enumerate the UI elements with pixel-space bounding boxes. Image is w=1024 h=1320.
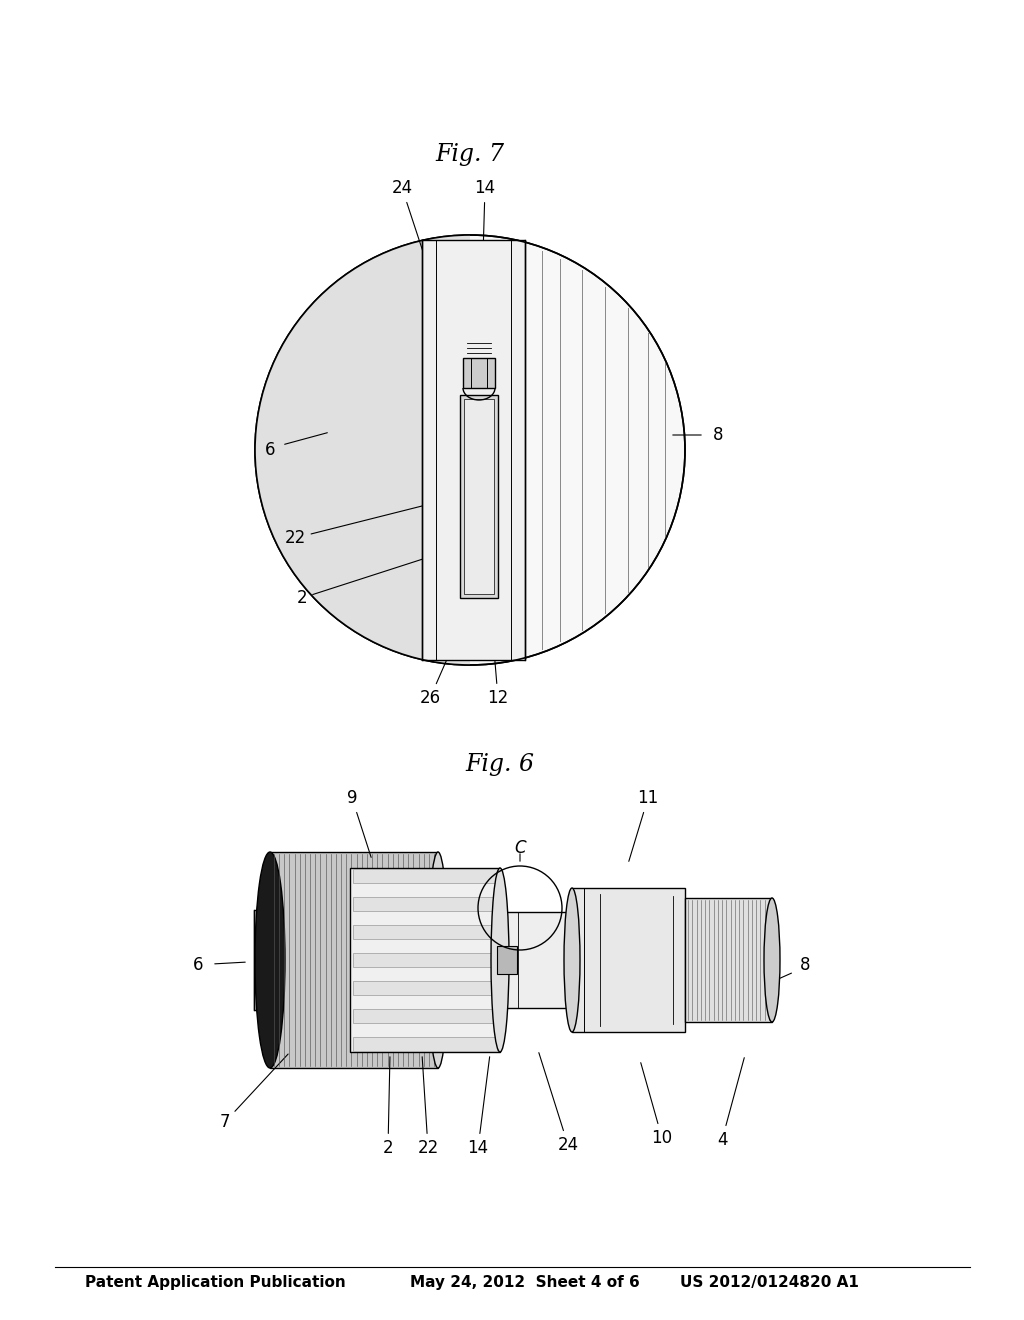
Text: 14: 14 — [467, 1057, 489, 1158]
Text: 2: 2 — [297, 558, 423, 607]
Text: 12: 12 — [487, 605, 509, 708]
Text: 24: 24 — [539, 1052, 579, 1154]
Bar — [353, 925, 497, 939]
Bar — [350, 869, 500, 1052]
Bar — [353, 898, 497, 911]
Bar — [572, 888, 685, 1032]
Text: 11: 11 — [629, 789, 658, 862]
Text: 9: 9 — [347, 789, 371, 858]
Text: 14: 14 — [474, 180, 496, 355]
Text: 8: 8 — [713, 426, 723, 444]
Bar — [463, 358, 495, 388]
Ellipse shape — [764, 898, 780, 1022]
Text: 26: 26 — [420, 605, 471, 708]
Text: Patent Application Publication: Patent Application Publication — [85, 1275, 346, 1291]
Text: C: C — [514, 840, 525, 857]
Text: 24: 24 — [391, 180, 457, 355]
Bar — [353, 981, 497, 995]
Bar — [270, 851, 438, 1068]
Bar — [254, 909, 270, 1010]
Text: May 24, 2012  Sheet 4 of 6: May 24, 2012 Sheet 4 of 6 — [410, 1275, 640, 1291]
Bar — [460, 395, 498, 598]
Wedge shape — [255, 235, 470, 665]
Bar — [464, 399, 494, 594]
Text: 22: 22 — [418, 1057, 438, 1158]
Text: 6: 6 — [193, 956, 203, 974]
Ellipse shape — [428, 851, 449, 1068]
Text: 2: 2 — [383, 1057, 393, 1158]
Text: 7: 7 — [220, 1055, 288, 1131]
Bar — [497, 946, 517, 974]
Bar — [353, 1008, 497, 1023]
Text: 10: 10 — [641, 1063, 673, 1147]
Text: 4: 4 — [717, 1057, 744, 1148]
Bar — [353, 869, 497, 883]
Text: Fig. 6: Fig. 6 — [466, 754, 535, 776]
Bar — [353, 1038, 497, 1051]
Bar — [353, 953, 497, 968]
Ellipse shape — [564, 888, 580, 1032]
Bar — [500, 912, 572, 1008]
Ellipse shape — [490, 869, 509, 1052]
Bar — [422, 240, 525, 660]
Circle shape — [255, 235, 685, 665]
Ellipse shape — [255, 851, 285, 1068]
Text: 8: 8 — [800, 956, 810, 974]
Text: 22: 22 — [285, 506, 423, 546]
Text: 6: 6 — [265, 441, 275, 459]
Text: US 2012/0124820 A1: US 2012/0124820 A1 — [680, 1275, 859, 1291]
Bar — [685, 898, 772, 1022]
Text: Fig. 7: Fig. 7 — [435, 144, 505, 166]
